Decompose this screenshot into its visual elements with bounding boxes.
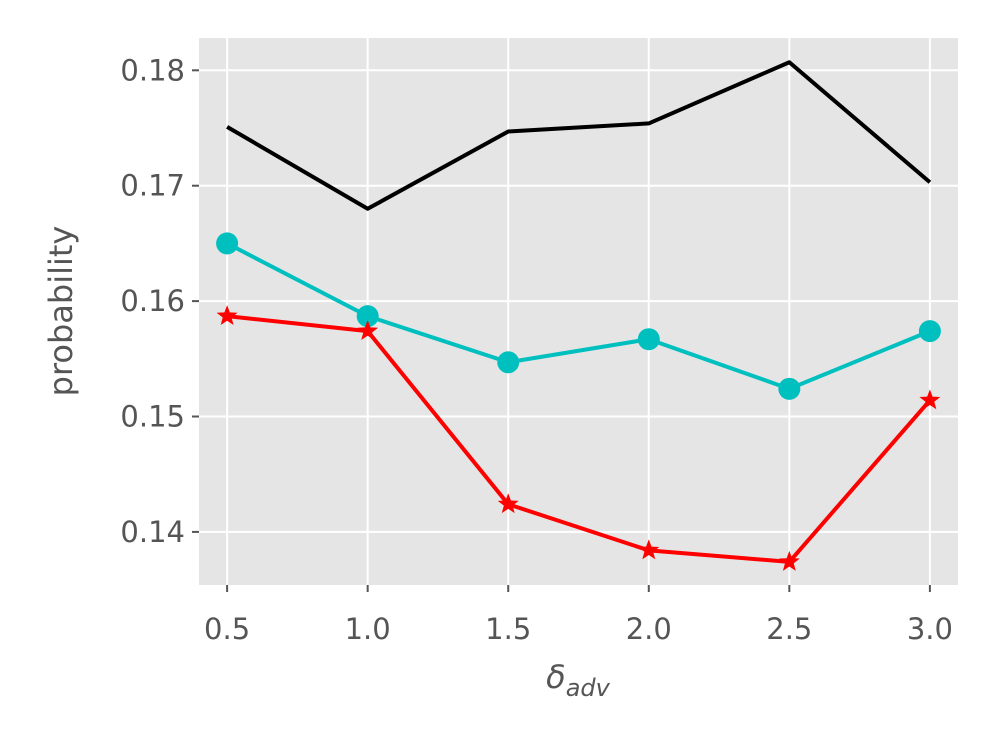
data-point-circle (778, 377, 801, 400)
plot-background (199, 38, 958, 585)
tick-labels: 0.5 1.0 1.5 2.0 2.5 3.0 0.14 0.15 0.16 0.17 0.18 (120, 53, 953, 646)
series-1 (226, 60, 932, 211)
data-point-circle (216, 232, 239, 255)
y-tick-label: 0.17 (120, 169, 185, 203)
x-tick-label: 0.5 (204, 612, 250, 646)
y-tick-label: 0.18 (120, 53, 185, 87)
series-2 (216, 232, 941, 400)
data-point-star (497, 493, 519, 514)
data-point-star (638, 539, 660, 560)
data-point-circle (918, 320, 941, 343)
x-axis-label-sub: adv (566, 674, 611, 702)
grid-lines (199, 38, 958, 585)
data-point-star (778, 550, 800, 571)
x-axis-label-base: δ (546, 658, 566, 696)
series-3-line (226, 314, 932, 564)
x-tick-label: 1.5 (485, 612, 531, 646)
data-point-circle (497, 351, 520, 374)
data-point-circle (356, 305, 379, 328)
data-point-circle (637, 328, 660, 351)
x-tick-label: 1.0 (345, 612, 391, 646)
series-layer (216, 60, 941, 571)
y-tick-label: 0.14 (120, 515, 185, 549)
data-point-star (919, 389, 941, 410)
series-1-line (226, 60, 932, 211)
data-point-star (357, 320, 379, 341)
x-tick-label: 2.5 (766, 612, 812, 646)
data-point-star (216, 305, 238, 326)
series-2-line (226, 241, 931, 391)
y-axis-label: probability (42, 226, 80, 397)
y-tick-label: 0.16 (120, 284, 185, 318)
tick-marks (192, 69, 931, 592)
x-tick-label: 2.0 (626, 612, 672, 646)
series-3 (216, 305, 941, 571)
x-tick-label: 3.0 (907, 612, 953, 646)
x-axis-label: δadv (546, 658, 611, 702)
y-tick-label: 0.15 (120, 400, 185, 434)
